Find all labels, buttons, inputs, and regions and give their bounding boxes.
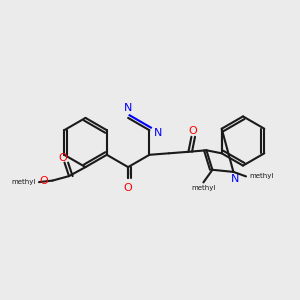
Text: N: N xyxy=(124,103,132,113)
Text: methyl: methyl xyxy=(12,179,36,185)
Text: methyl: methyl xyxy=(250,173,274,179)
Text: methyl: methyl xyxy=(191,185,216,191)
Text: O: O xyxy=(58,153,68,163)
Text: O: O xyxy=(39,176,48,186)
Text: N: N xyxy=(154,128,162,138)
Text: O: O xyxy=(188,126,197,136)
Text: N: N xyxy=(231,173,239,184)
Text: O: O xyxy=(124,183,133,193)
